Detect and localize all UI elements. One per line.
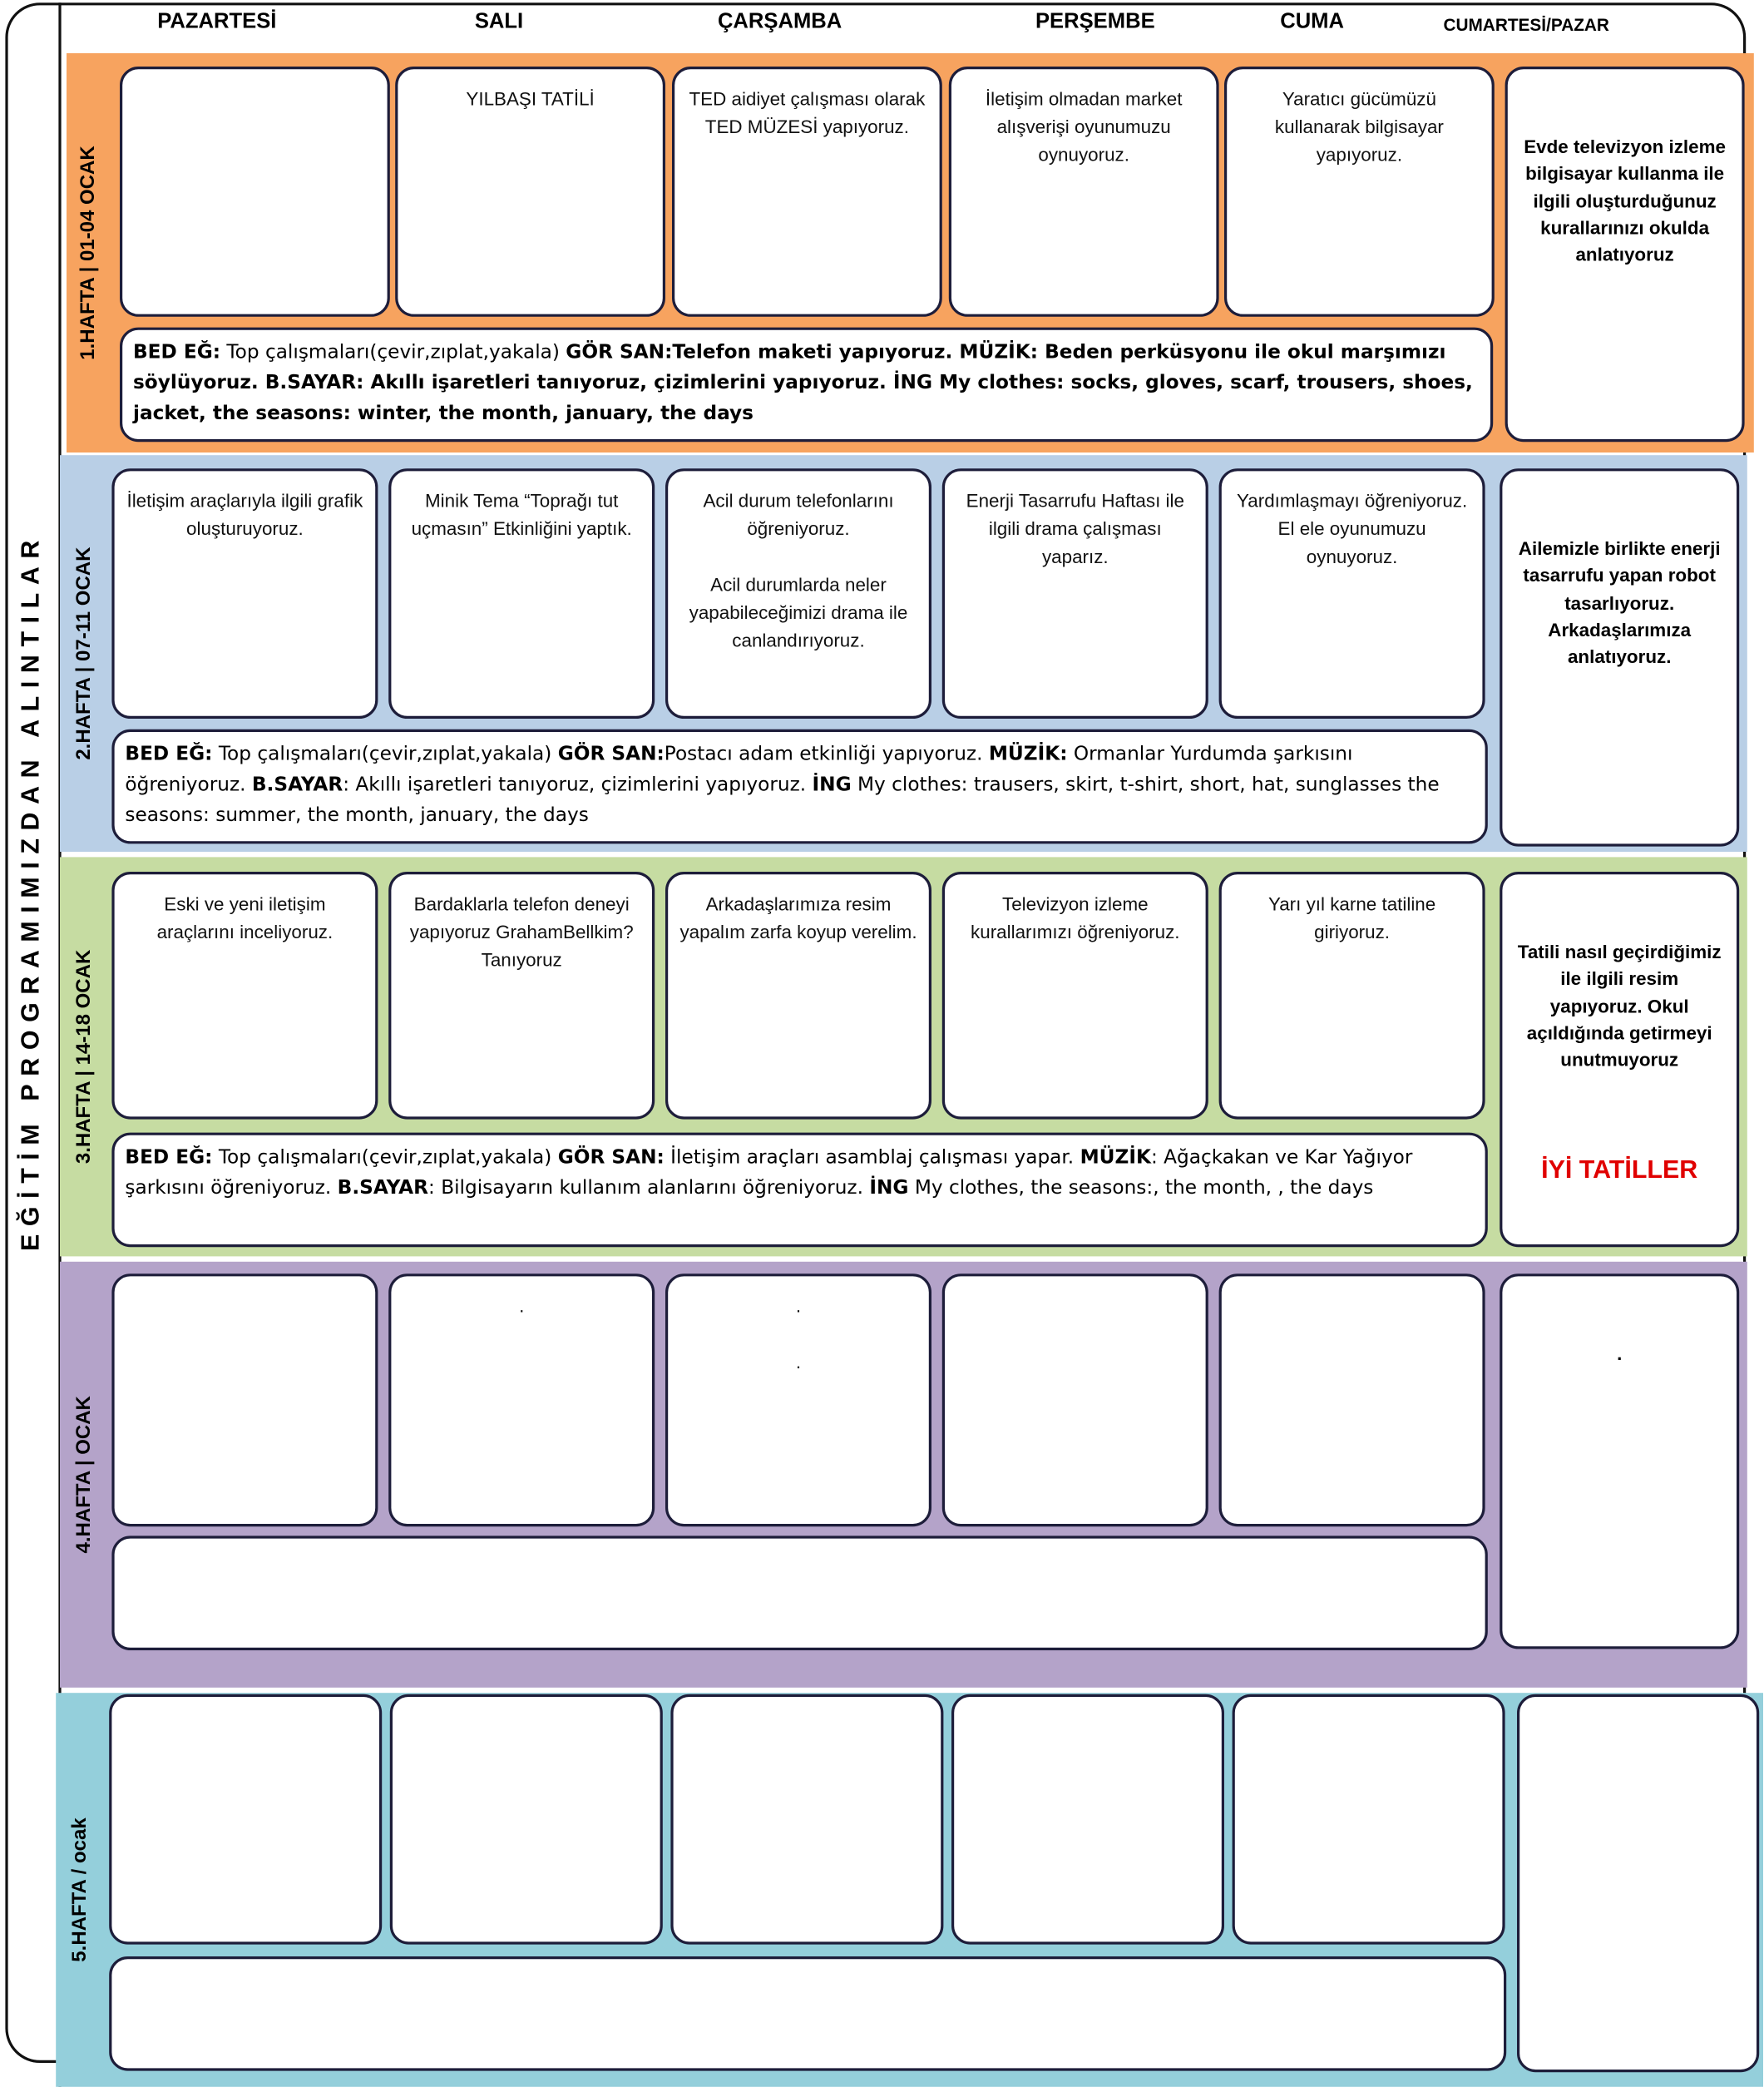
week-label: 2.HAFTA | 07-11 OCAK	[72, 546, 96, 760]
day-header: ÇARŞAMBA	[717, 10, 842, 34]
activity-text: GÖR SAN:	[557, 744, 665, 765]
activities-box	[109, 1956, 1507, 2071]
activity-text: BED EĞ:	[125, 1147, 213, 1169]
activity-text: Ormanlar Yurdumda şarkısını öğreniyoruz.	[125, 744, 1353, 797]
day-cell: İletişim olmadan market alışverişi oyunu…	[948, 67, 1219, 317]
activity-text: B.SAYAR	[337, 1178, 428, 1199]
activity-text: : Bilgisayarın kullanım alanlarını öğren…	[428, 1178, 870, 1199]
weekend-text: Evde televizyon izleme bilgisayar kullan…	[1524, 136, 1726, 265]
activity-text: My clothes, the seasons:, the month, , t…	[908, 1178, 1374, 1199]
day-cell: Yarı yıl karne tatiline giriyoruz.	[1218, 872, 1485, 1120]
day-cell: .	[388, 1273, 655, 1527]
weekend-cell: Evde televizyon izleme bilgisayar kullan…	[1505, 67, 1745, 443]
day-cell: Minik Tema “Toprağı tut uçmasın” Etkinli…	[388, 468, 655, 719]
activity-text: My clothes: trausers, skirt, t-shirt, sh…	[125, 774, 1440, 828]
day-cell: Televizyon izleme kurallarımızı öğreniyo…	[941, 872, 1208, 1120]
activity-text: MÜZİK:	[988, 744, 1068, 765]
weekend-note: İYİ TATİLLER	[1541, 1157, 1698, 1185]
weekend-cell: Tatili nasıl geçirdiğimiz ile ilgili res…	[1500, 872, 1740, 1248]
day-header: SALI	[474, 10, 524, 34]
day-cell	[389, 1694, 663, 1945]
day-cell: Yardımlaşmayı öğreniyoruz. El ele oyunum…	[1218, 468, 1485, 719]
day-cell	[120, 67, 390, 317]
activity-text: : Ağaçkakan ve Kar Yağıyor şarkısını öğr…	[125, 1147, 1413, 1199]
side-title: EĞİTİM PROGRAMIMIZDAN ALINTILAR	[17, 532, 46, 1251]
weekend-cell: Ailemizle birlikte enerji tasarrufu yapa…	[1500, 468, 1740, 847]
activity-text: Top çalışmaları(çevir,zıplat,yakala)	[212, 1147, 558, 1169]
day-header: PERŞEMBE	[1035, 10, 1155, 34]
activity-text: Top çalışmaları(çevir,zıplat,yakala)	[220, 342, 566, 363]
week-label: 3.HAFTA | 14-18 OCAK	[72, 949, 96, 1165]
activity-text: MÜZİK	[1080, 1147, 1151, 1169]
activity-text: BED EĞ:	[133, 342, 221, 363]
day-cell: Enerji Tasarrufu Haftası ile ilgili dram…	[941, 468, 1208, 719]
activity-text: : Akıllı işaretleri tanıyoruz, çizimleri…	[343, 774, 813, 797]
activities-box	[111, 1536, 1488, 1650]
activities-box: BED EĞ: Top çalışmaları(çevir,zıplat,yak…	[120, 327, 1494, 443]
day-cell	[111, 1273, 378, 1527]
activity-text: B.SAYAR	[251, 774, 343, 797]
activities-box: BED EĞ: Top çalışmaları(çevir,zıplat,yak…	[111, 729, 1488, 844]
day-header: CUMA	[1280, 10, 1344, 34]
day-cell: Arkadaşlarımıza resim yapalım zarfa koyu…	[665, 872, 931, 1120]
weekend-text: Tatili nasıl geçirdiğimiz ile ilgili res…	[1517, 941, 1722, 1071]
week-label: 5.HAFTA / ocak	[68, 1817, 91, 1962]
day-header: CUMARTESİ/PAZAR	[1443, 14, 1609, 35]
day-cell: Bardaklarla telefon deneyi yapıyoruz Gra…	[388, 872, 655, 1120]
day-cell: Yaratıcı gücümüzü kullanarak bilgisayar …	[1224, 67, 1495, 317]
day-cell: İletişim araçlarıyla ilgili grafik oluşt…	[111, 468, 378, 719]
activity-text: İletişim araçları asamblaj çalışması yap…	[664, 1147, 1080, 1169]
activity-text: İNG	[812, 774, 852, 797]
activity-text: GÖR SAN:Telefon maketi yapıyoruz. MÜZİK:…	[133, 342, 1473, 425]
activities-box: BED EĞ: Top çalışmaları(çevir,zıplat,yak…	[111, 1132, 1488, 1248]
day-cell	[941, 1273, 1208, 1527]
activity-text: İNG	[869, 1178, 909, 1199]
day-cell	[1232, 1694, 1505, 1945]
day-cell: Eski ve yeni iletişim araçlarını inceliy…	[111, 872, 378, 1120]
day-cell: . .	[665, 1273, 931, 1527]
day-cell	[109, 1694, 383, 1945]
day-cell: YILBAŞI TATİLİ	[395, 67, 665, 317]
day-cell	[951, 1694, 1224, 1945]
day-cell	[1218, 1273, 1485, 1527]
day-header: PAZARTESİ	[157, 10, 277, 34]
week-label: 4.HAFTA | OCAK	[72, 1396, 96, 1554]
day-cell	[670, 1694, 944, 1945]
activity-text: Postacı adam etkinliği yapıyoruz.	[664, 744, 989, 765]
activity-text: Top çalışmaları(çevir,zıplat,yakala)	[212, 744, 558, 765]
weekend-text: .	[1617, 1343, 1623, 1364]
weekend-text: Ailemizle birlikte enerji tasarrufu yapa…	[1518, 537, 1721, 667]
weekend-cell	[1517, 1694, 1760, 2073]
weekend-cell: .	[1500, 1273, 1740, 1649]
day-cell: TED aidiyet çalışması olarak TED MÜZESİ …	[672, 67, 942, 317]
week-label: 1.HAFTA | 01-04 OCAK	[77, 146, 100, 360]
activity-text: GÖR SAN:	[557, 1147, 665, 1169]
activity-text: BED EĞ:	[125, 744, 213, 765]
day-cell: Acil durum telefonlarını öğreniyoruz. Ac…	[665, 468, 931, 719]
